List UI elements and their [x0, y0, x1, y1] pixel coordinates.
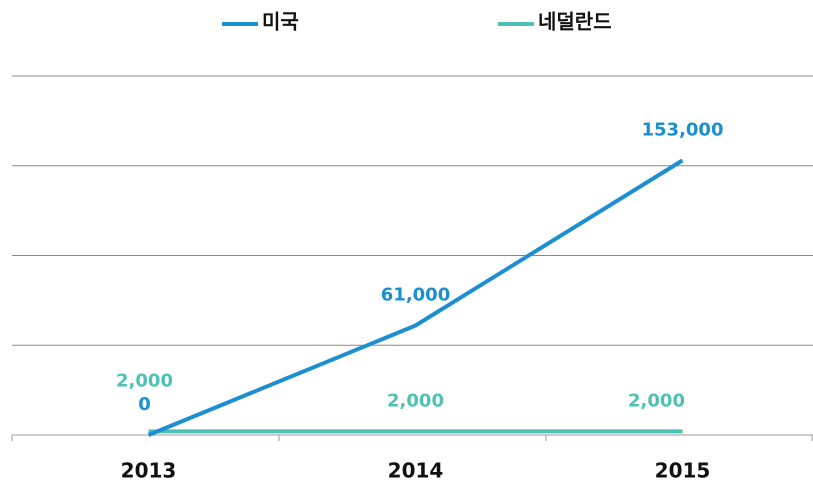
data-label: 2,000 [387, 390, 444, 411]
data-label: 0 [138, 394, 151, 415]
x-tick-label: 2014 [388, 459, 444, 483]
data-label: 153,000 [642, 119, 724, 140]
legend-label: 네덜란드 [538, 10, 612, 34]
line [147, 158, 684, 437]
data-label: 61,000 [381, 285, 450, 306]
legend-label: 미국 [262, 10, 299, 34]
x-tick-label: 2013 [121, 459, 177, 483]
data-label: 2,000 [628, 390, 685, 411]
data-label: 2,000 [116, 370, 173, 391]
x-tick-label: 2015 [655, 459, 711, 483]
